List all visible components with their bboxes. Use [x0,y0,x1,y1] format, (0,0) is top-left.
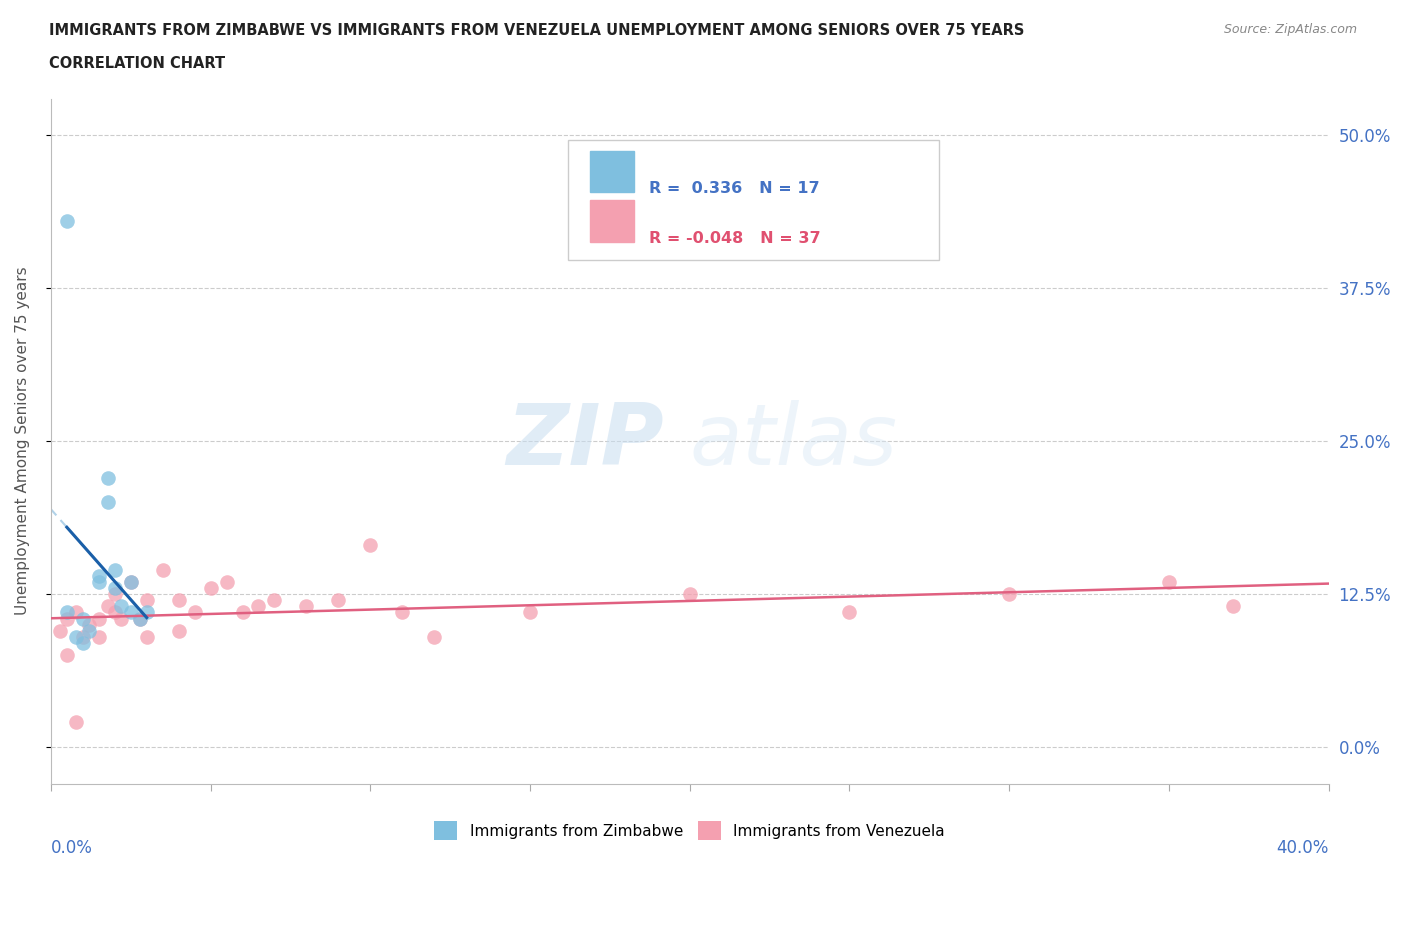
Point [263,592,285,607]
Point [87,575,110,590]
Point [104,605,127,620]
Text: CORRELATION CHART: CORRELATION CHART [49,56,225,71]
Point [200,580,222,595]
Point [328,592,350,607]
Text: 0.0%: 0.0% [51,839,93,857]
Text: R = -0.048   N = 37: R = -0.048 N = 37 [648,231,821,246]
Bar [591,201,634,242]
Text: 40.0%: 40.0% [1277,839,1329,857]
Point [104,580,127,595]
Point [49,623,72,638]
Legend: Immigrants from Zimbabwe, Immigrants from Venezuela: Immigrants from Zimbabwe, Immigrants fro… [430,817,949,844]
Point [77,618,100,632]
Point [129,611,152,626]
Point [104,562,127,577]
Point [97,495,120,510]
Point [129,611,152,626]
Point [72,635,94,650]
Point [65,715,87,730]
Point [110,611,132,626]
Point [1222,599,1244,614]
Point [56,648,79,663]
Point [391,605,413,620]
Point [423,630,446,644]
Point [65,605,87,620]
Point [1157,575,1180,590]
Point [135,605,157,620]
Point [152,562,174,577]
Text: Source: ZipAtlas.com: Source: ZipAtlas.com [1223,23,1357,36]
Point [167,592,190,607]
Point [135,592,157,607]
Point [120,605,142,620]
Point [87,568,110,583]
Point [183,605,205,620]
Point [838,605,860,620]
Y-axis label: Unemployment Among Seniors over 75 years: Unemployment Among Seniors over 75 years [15,267,30,616]
Point [87,611,110,626]
Point [247,599,270,614]
Point [97,471,120,485]
Point [359,538,381,552]
Point [998,587,1021,602]
Text: ZIP: ZIP [506,400,664,483]
Point [215,575,238,590]
Point [519,605,541,620]
Point [77,623,100,638]
Point [231,605,253,620]
Text: R =  0.336   N = 17: R = 0.336 N = 17 [648,181,820,196]
Point [110,599,132,614]
Point [72,630,94,644]
Point [167,623,190,638]
Point [56,214,79,229]
Point [120,575,142,590]
Point [135,630,157,644]
Point [679,587,702,602]
Point [295,599,318,614]
Text: atlas: atlas [690,400,898,483]
Point [72,611,94,626]
Bar [591,151,634,192]
Point [104,587,127,602]
FancyBboxPatch shape [568,140,939,259]
Text: IMMIGRANTS FROM ZIMBABWE VS IMMIGRANTS FROM VENEZUELA UNEMPLOYMENT AMONG SENIORS: IMMIGRANTS FROM ZIMBABWE VS IMMIGRANTS F… [49,23,1025,38]
Point [56,611,79,626]
Point [97,599,120,614]
Point [56,605,79,620]
Point [120,575,142,590]
Point [65,630,87,644]
Point [87,630,110,644]
